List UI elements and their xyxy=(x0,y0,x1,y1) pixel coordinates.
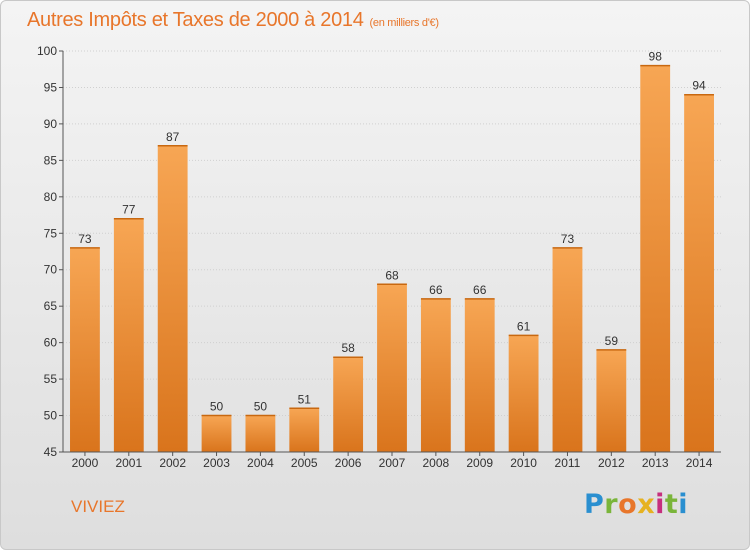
x-tick-label: 2004 xyxy=(247,456,274,470)
bar xyxy=(70,247,100,452)
bar xyxy=(420,298,451,452)
bar xyxy=(596,349,627,452)
data-label: 51 xyxy=(298,392,312,406)
y-tick-label: 50 xyxy=(44,409,58,423)
x-tick-label: 2001 xyxy=(115,456,142,470)
title-text: Autres Impôts et Taxes de 2000 à 2014 xyxy=(27,9,364,31)
logo-letter: i xyxy=(655,489,665,520)
data-label: 73 xyxy=(78,232,92,246)
x-tick-label: 2003 xyxy=(203,456,230,470)
x-tick-label: 2000 xyxy=(72,456,99,470)
y-tick-label: 90 xyxy=(44,117,58,131)
bar xyxy=(333,357,364,452)
x-tick-label: 2013 xyxy=(642,456,669,470)
y-tick-label: 45 xyxy=(44,445,58,459)
x-tick-label: 2005 xyxy=(291,456,318,470)
data-label: 77 xyxy=(122,203,136,217)
data-label: 66 xyxy=(429,283,443,297)
y-tick-label: 70 xyxy=(44,263,58,277)
x-tick-label: 2007 xyxy=(379,456,406,470)
x-tick-label: 2009 xyxy=(466,456,493,470)
bar xyxy=(377,284,407,452)
x-tick-label: 2011 xyxy=(555,456,581,470)
bar xyxy=(684,94,714,452)
y-tick-label: 85 xyxy=(44,153,58,167)
chart-title: Autres Impôts et Taxes de 2000 à 2014 (en… xyxy=(27,9,439,32)
y-tick-label: 65 xyxy=(44,299,58,313)
logo-letter: r xyxy=(604,489,619,520)
bar xyxy=(157,145,188,453)
bar xyxy=(245,415,276,452)
data-label: 59 xyxy=(605,334,619,348)
x-tick-label: 2010 xyxy=(510,456,537,470)
data-label: 50 xyxy=(254,400,268,414)
data-label: 61 xyxy=(517,319,531,333)
y-tick-label: 75 xyxy=(44,226,58,240)
bar xyxy=(508,335,539,452)
bar xyxy=(464,298,495,452)
bar xyxy=(113,218,144,452)
y-tick-label: 60 xyxy=(44,336,58,350)
data-label: 87 xyxy=(166,130,180,144)
x-tick-label: 2002 xyxy=(159,456,186,470)
bar xyxy=(640,65,671,452)
bars: 73 77 87 50 50 51 58 68 66 66 61 73 59 98 94 xyxy=(70,50,714,453)
commune-name: VIVIEZ xyxy=(71,497,125,516)
x-tick-label: 2012 xyxy=(598,456,625,470)
proxiti-logo: Proxiti xyxy=(584,489,688,520)
bar xyxy=(289,408,320,452)
axes: 45 50 55 60 65 70 75 80 85 90 95 100 2000 2001 2002 200… xyxy=(37,44,721,470)
y-tick-label: 95 xyxy=(44,80,58,94)
data-label: 68 xyxy=(385,268,399,282)
data-label: 66 xyxy=(473,283,487,297)
bar xyxy=(552,247,583,452)
data-label: 98 xyxy=(649,50,663,64)
chart-subtitle: (en milliers d'€) xyxy=(369,17,439,29)
x-tick-label: 2006 xyxy=(335,456,362,470)
logo-letter: o xyxy=(618,489,638,520)
logo-letter: P xyxy=(584,489,605,520)
data-label: 94 xyxy=(692,79,706,93)
y-tick-label: 55 xyxy=(44,372,58,386)
logo-letter: t xyxy=(664,489,679,520)
data-label: 73 xyxy=(561,232,575,246)
y-tick-label: 100 xyxy=(37,44,57,58)
logo-letter: i xyxy=(678,489,689,520)
x-tick-label: 2014 xyxy=(686,456,713,470)
data-label: 58 xyxy=(341,341,355,355)
x-tick-label: 2008 xyxy=(423,456,450,470)
data-label: 50 xyxy=(210,400,224,414)
y-tick-label: 80 xyxy=(44,190,58,204)
bar xyxy=(201,415,232,452)
logo-letter: x xyxy=(637,489,656,520)
